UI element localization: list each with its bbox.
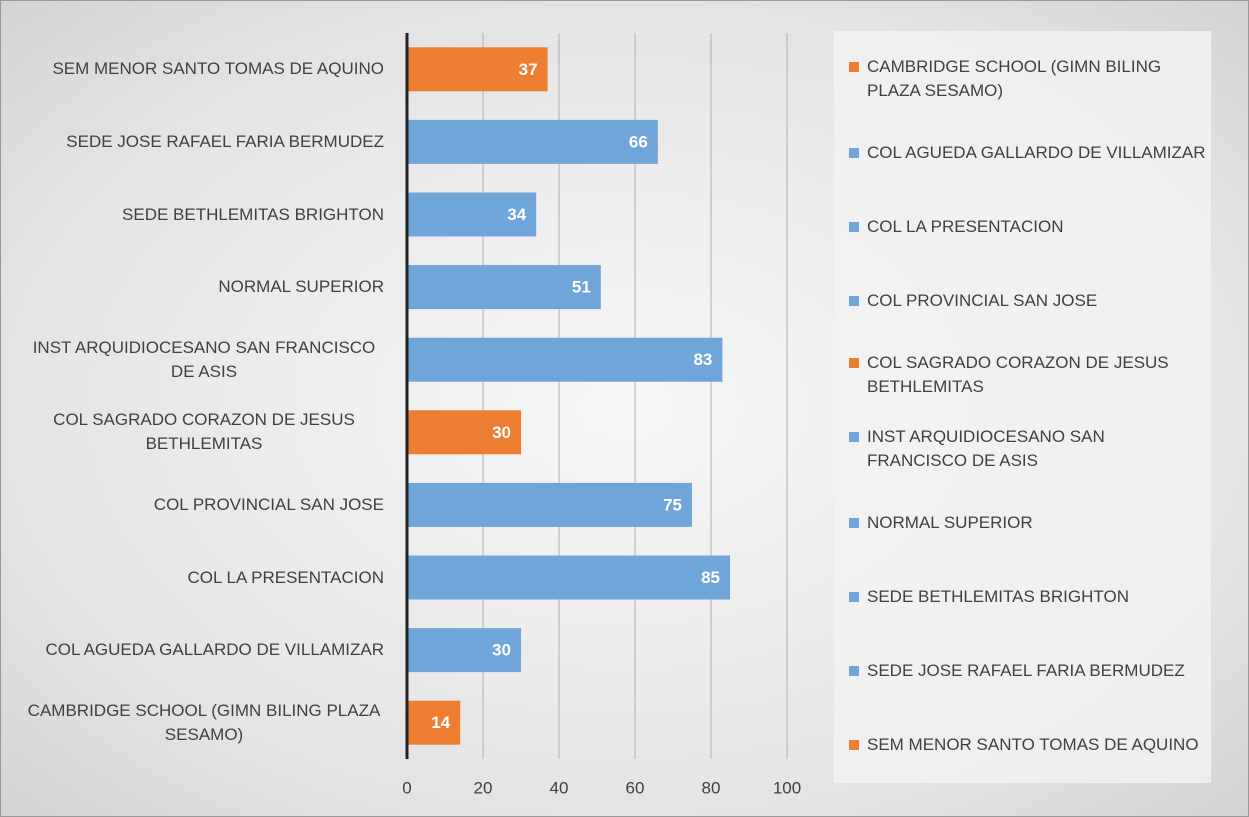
value-label: 85 [701,568,720,587]
legend-swatch [849,592,859,602]
legend-label: COL SAGRADO CORAZON DE JESUS BETHLEMITAS [867,353,1169,396]
legend-entry: SEDE JOSE RAFAEL FARIA BERMUDEZ [849,659,1209,683]
legend-label: SEDE JOSE RAFAEL FARIA BERMUDEZ [867,661,1185,680]
legend-label: SEM MENOR SANTO TOMAS DE AQUINO [867,735,1199,754]
legend-entry: NORMAL SUPERIOR [849,511,1209,535]
bar [407,410,521,455]
y-tick-label: NORMAL SUPERIOR [218,277,384,297]
y-tick-label: COL SAGRADO CORAZON DE JESUS BETHLEMITAS [53,410,355,454]
legend-entry: INST ARQUIDIOCESANO SAN FRANCISCO DE ASI… [849,425,1209,473]
bar [407,265,601,310]
legend-swatch [849,62,859,72]
value-label: 37 [519,60,538,79]
bar [407,119,658,164]
x-tick-label: 40 [550,778,569,797]
y-tick-label: SEDE BETHLEMITAS BRIGHTON [122,204,384,224]
y-tick-label: COL PROVINCIAL SAN JOSE [153,494,384,514]
y-tick-label: COL LA PRESENTACION [187,567,385,587]
legend-label: CAMBRIDGE SCHOOL (GIMN BILING PLAZA SESA… [867,57,1162,100]
x-tick-label: 80 [702,778,721,797]
bar [407,555,730,600]
x-tick-label: 0 [402,778,411,797]
legend-entry: COL PROVINCIAL SAN JOSE [849,289,1209,313]
value-label: 14 [431,713,450,732]
bar [407,700,461,745]
x-tick-label: 20 [474,778,493,797]
legend-swatch [849,358,859,368]
bar [407,192,537,237]
legend-swatch [849,432,859,442]
legend-entry: COL LA PRESENTACION [849,215,1209,239]
legend-swatch [849,222,859,232]
legend-entry: CAMBRIDGE SCHOOL (GIMN BILING PLAZA SESA… [849,55,1209,103]
value-label: 75 [663,495,682,514]
x-tick-label: 100 [773,778,801,797]
legend-swatch [849,518,859,528]
legend-swatch [849,666,859,676]
legend-label: NORMAL SUPERIOR [867,513,1033,532]
x-tick-label: 60 [626,778,645,797]
bar [407,47,548,92]
y-tick-label: COL AGUEDA GALLARDO DE VILLAMIZAR [45,640,384,660]
legend-entry: COL AGUEDA GALLARDO DE VILLAMIZAR [849,141,1209,165]
value-label: 83 [693,350,712,369]
legend-entry: SEDE BETHLEMITAS BRIGHTON [849,585,1209,609]
bar [407,337,723,382]
y-tick-label: SEDE JOSE RAFAEL FARIA BERMUDEZ [66,131,384,151]
legend-swatch [849,148,859,158]
legend-box [834,31,1211,783]
legend-entry: COL SAGRADO CORAZON DE JESUS BETHLEMITAS [849,351,1209,399]
bar [407,482,692,527]
legend-label: COL LA PRESENTACION [867,217,1064,236]
legend-label: SEDE BETHLEMITAS BRIGHTON [867,587,1129,606]
y-tick-label: INST ARQUIDIOCESANO SAN FRANCISCO DE ASI… [32,337,376,381]
bar [407,628,521,673]
value-label: 66 [629,132,648,151]
legend-label: INST ARQUIDIOCESANO SAN FRANCISCO DE ASI… [867,427,1105,470]
legend-swatch [849,740,859,750]
legend-swatch [849,296,859,306]
y-tick-label: CAMBRIDGE SCHOOL (GIMN BILING PLAZA SESA… [27,700,381,744]
value-label: 51 [572,278,591,297]
legend-entry: SEM MENOR SANTO TOMAS DE AQUINO [849,733,1209,757]
value-label: 30 [492,641,511,660]
legend-label: COL AGUEDA GALLARDO DE VILLAMIZAR [867,143,1206,162]
legend-label: COL PROVINCIAL SAN JOSE [867,291,1098,310]
value-label: 30 [492,423,511,442]
value-label: 34 [507,205,526,224]
y-tick-label: SEM MENOR SANTO TOMAS DE AQUINO [52,59,384,79]
